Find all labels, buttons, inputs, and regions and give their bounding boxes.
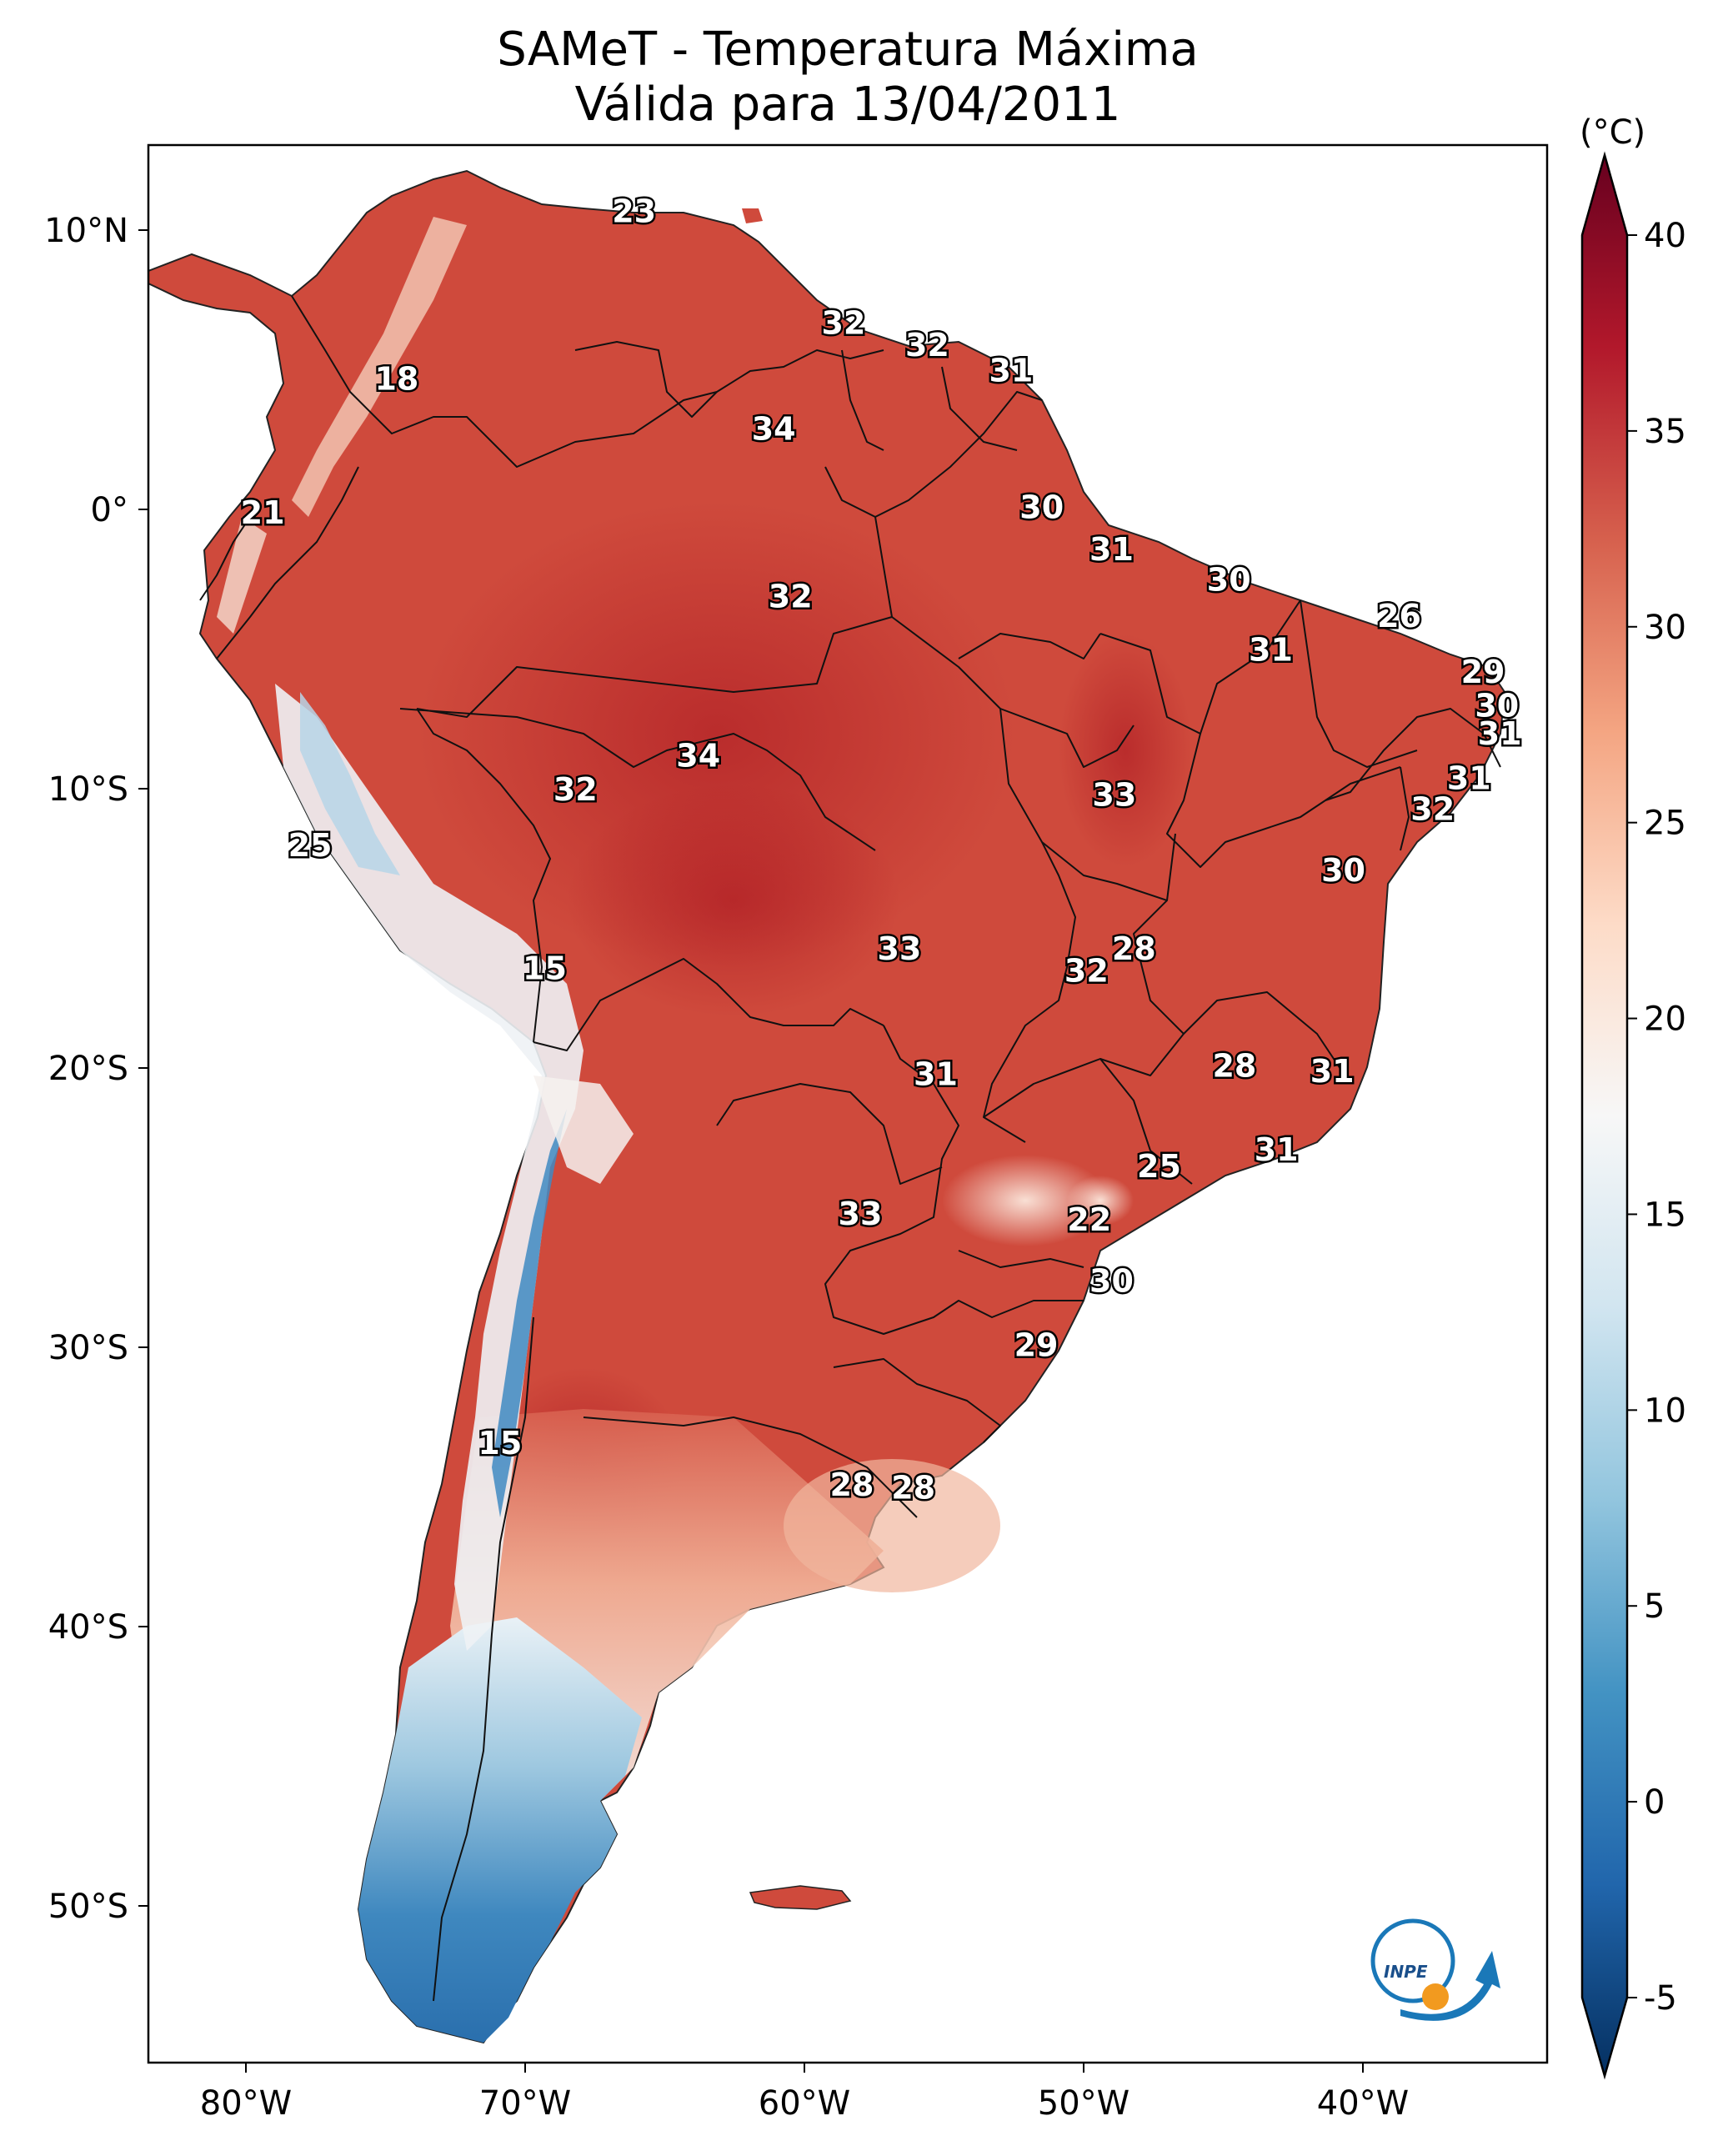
temperature-label: 34 (752, 411, 796, 448)
temperature-label: 28 (830, 1467, 874, 1503)
colorbar-tick-label: 15 (1644, 1196, 1686, 1234)
temperature-label: 29 (1461, 654, 1505, 690)
temperature-label: 26 (1377, 598, 1421, 634)
colorbar-tick-label: 35 (1644, 413, 1686, 451)
colorbar-ticks: 40 35 30 25 20 15 10 5 0 -5 (1627, 217, 1686, 2018)
temperature-label: 32 (1064, 953, 1109, 990)
temperature-label: 34 (676, 738, 720, 775)
map-subtitle: Válida para 13/04/2011 (574, 78, 1121, 132)
temperature-label: 30 (1207, 562, 1251, 599)
temperature-label: 31 (989, 352, 1033, 389)
temperature-label: 25 (288, 827, 333, 864)
temperature-label: 32 (905, 327, 949, 364)
temperature-label: 30 (1089, 1262, 1134, 1299)
temperature-label: 28 (1112, 930, 1156, 967)
x-tick-label: 50°W (1038, 2084, 1129, 2123)
colorbar-tick-label: 0 (1644, 1783, 1665, 1822)
temperature-label: 23 (612, 193, 656, 229)
y-axis: 10°N 0° 10°S 20°S 30°S 40°S 50°S (44, 212, 148, 1926)
temperature-label: 29 (1014, 1327, 1059, 1364)
temperature-label: 31 (1249, 631, 1293, 668)
temperature-label: 31 (914, 1056, 958, 1093)
y-tick-label: 0° (91, 491, 128, 529)
temperature-label: 33 (1092, 777, 1136, 814)
country-borders (199, 295, 1501, 2002)
continent-land (148, 169, 1506, 2044)
y-tick-label: 40°S (48, 1608, 128, 1647)
temperature-label: 15 (478, 1425, 522, 1462)
temperature-label: 31 (1089, 531, 1134, 568)
logo-text: INPE (1384, 1962, 1428, 1982)
temperature-label: 32 (553, 771, 598, 808)
temperature-label: 31 (1447, 760, 1491, 796)
temperature-label: 30 (1321, 852, 1365, 889)
temperature-label: 28 (891, 1469, 935, 1506)
map-frame (147, 143, 1549, 2064)
colorbar-tick-label: 25 (1644, 805, 1686, 843)
temperature-label: 28 (1212, 1048, 1256, 1085)
temperature-label: 22 (1067, 1201, 1111, 1238)
colorbar-tick-label: 10 (1644, 1391, 1686, 1430)
x-tick-label: 40°W (1317, 2084, 1409, 2123)
temperature-label: 32 (1410, 790, 1455, 827)
inpe-logo: INPE (1370, 1918, 1500, 2021)
temperature-label: 33 (839, 1196, 883, 1232)
temperature-label: 31 (1478, 715, 1522, 752)
y-tick-label: 10°S (48, 770, 128, 809)
temperature-label: 30 (1019, 489, 1064, 526)
colorbar: 40 35 30 25 20 15 10 5 0 -5 (°C) (1580, 113, 1686, 2080)
y-tick-label: 30°S (48, 1329, 128, 1367)
temperature-label: 15 (523, 950, 567, 986)
colorbar-bar (1580, 151, 1629, 2080)
y-tick-label: 10°N (44, 212, 128, 250)
temperature-label: 33 (877, 930, 921, 967)
temperature-label: 21 (241, 494, 285, 531)
colorbar-tick-label: 30 (1644, 609, 1686, 647)
y-tick-label: 20°S (48, 1050, 128, 1088)
temperature-label: 31 (1255, 1131, 1299, 1168)
temperature-label: 32 (769, 579, 813, 615)
colorbar-tick-label: -5 (1644, 1979, 1677, 2018)
temperature-label: 31 (1310, 1053, 1355, 1090)
colorbar-tick-label: 40 (1644, 217, 1686, 255)
temperature-label: 32 (821, 304, 865, 341)
x-tick-label: 70°W (479, 2084, 571, 2123)
map-title: SAMeT - Temperatura Máxima (497, 23, 1199, 77)
logo-arrow-icon (1400, 1951, 1500, 2021)
temperature-label: 30 (1475, 687, 1519, 724)
temperature-label: 25 (1137, 1148, 1181, 1185)
x-tick-label: 60°W (759, 2084, 850, 2123)
colorbar-unit: (°C) (1580, 113, 1645, 152)
colorbar-tick-label: 20 (1644, 1000, 1686, 1039)
logo-sun-icon (1422, 1983, 1449, 2010)
colorbar-tick-label: 5 (1644, 1587, 1665, 1626)
y-tick-label: 50°S (48, 1888, 128, 1926)
map-area (148, 169, 1506, 2044)
temperature-label: 18 (374, 360, 418, 397)
x-axis: 80°W 70°W 60°W 50°W 40°W (200, 2063, 1409, 2123)
logo-ring-icon (1370, 1918, 1455, 2003)
x-tick-label: 80°W (200, 2084, 292, 2123)
